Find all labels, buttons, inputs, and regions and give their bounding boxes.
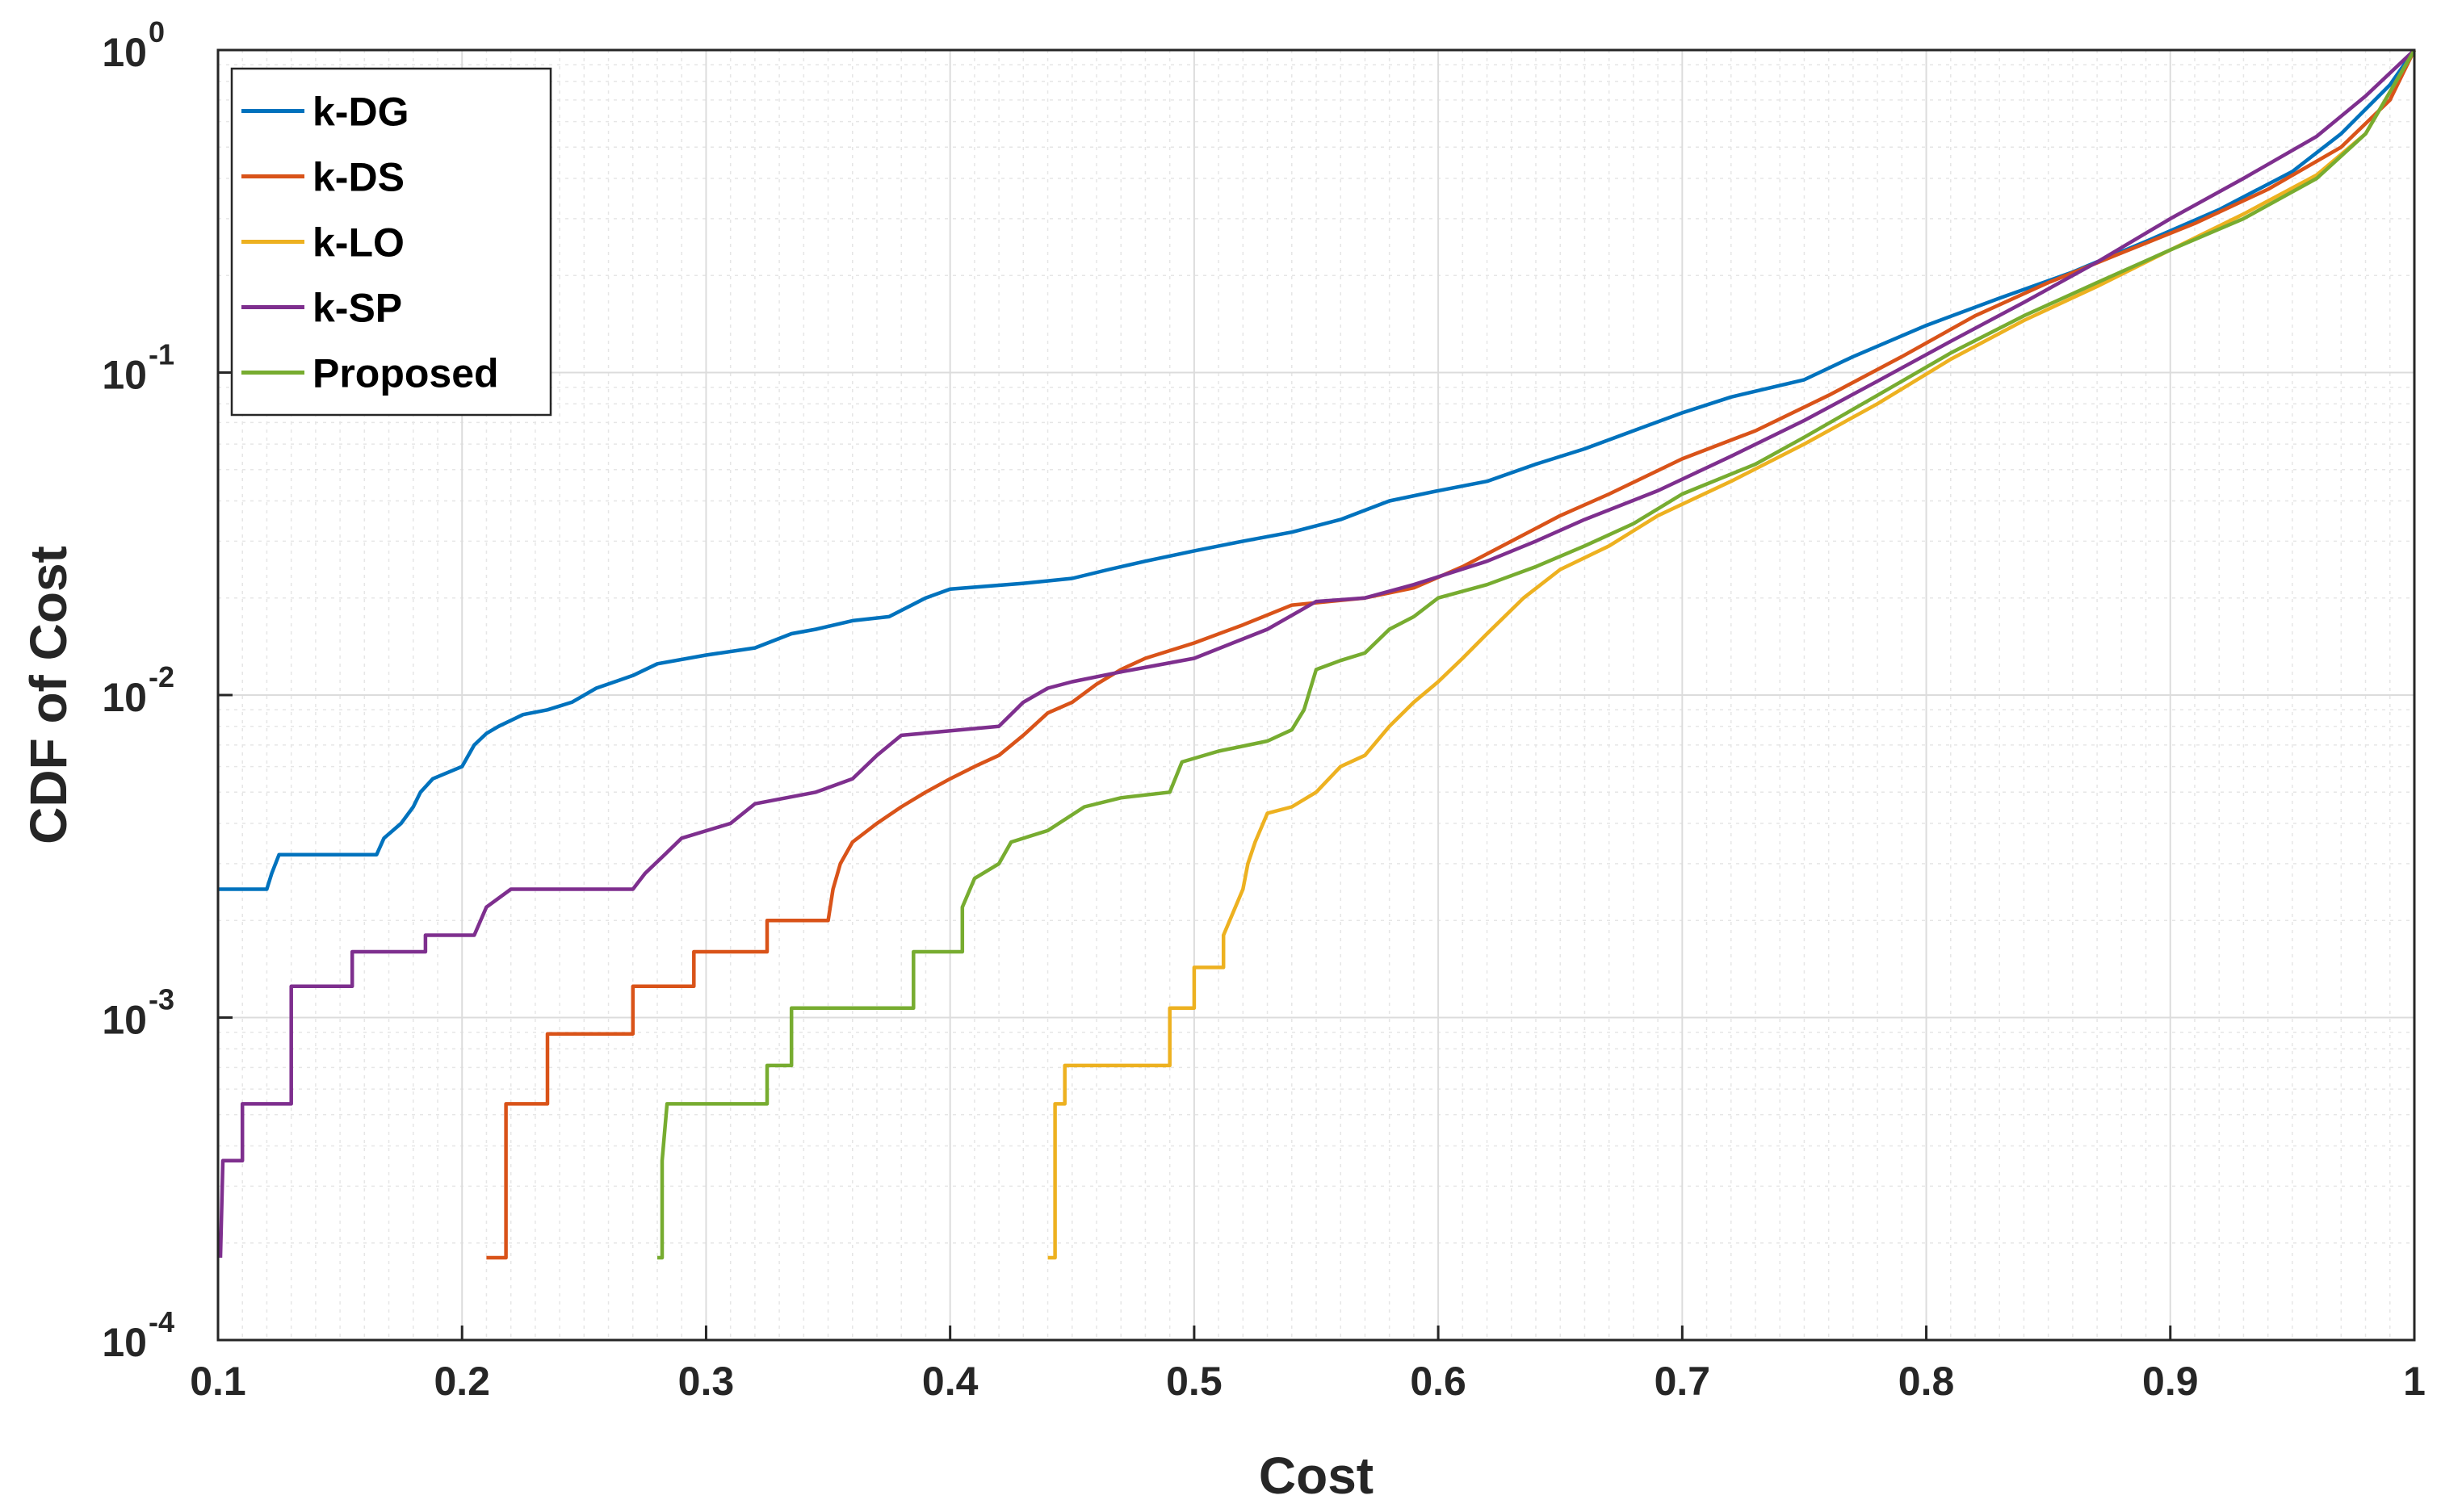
x-tick-label: 0.1 xyxy=(190,1359,246,1404)
y-axis-label: CDF of Cost xyxy=(19,546,78,844)
series-line-k-ds xyxy=(486,49,2417,1260)
y-tick-exponent: -4 xyxy=(149,1305,174,1338)
x-tick-label: 0.3 xyxy=(678,1359,735,1404)
y-tick-label: 10 xyxy=(102,675,147,720)
legend: k-DG k-DS k-LO k-SP Proposed xyxy=(230,67,552,417)
y-tick-exponent: -2 xyxy=(149,660,174,693)
x-tick-label: 0.4 xyxy=(922,1359,979,1404)
x-tick-label: 0.5 xyxy=(1166,1359,1223,1404)
legend-label: k-DS xyxy=(312,155,405,200)
series-layer xyxy=(218,48,2417,1260)
x-tick-label: 1 xyxy=(2403,1359,2426,1404)
x-tick-label: 0.6 xyxy=(1410,1359,1466,1404)
x-tick-label: 0.8 xyxy=(1898,1359,1955,1404)
y-tick-label: 10 xyxy=(102,1320,147,1365)
y-tick-label: 10 xyxy=(102,30,147,75)
x-axis-ticks: 0.1 0.2 0.3 0.4 0.5 0.6 0.7 0.8 0.9 1 xyxy=(190,1326,2426,1404)
series-line-k-lo xyxy=(1047,48,2416,1260)
x-tick-label: 0.9 xyxy=(2142,1359,2199,1404)
legend-label: k-LO xyxy=(312,220,405,266)
legend-label: k-DG xyxy=(312,90,409,135)
x-tick-label: 0.2 xyxy=(434,1359,490,1404)
series-line-k-sp xyxy=(218,48,2416,1259)
series-line-proposed xyxy=(657,48,2416,1260)
y-tick-label: 10 xyxy=(102,998,147,1043)
y-tick-exponent: -1 xyxy=(149,338,174,371)
x-axis-label: Cost xyxy=(1259,1447,1374,1505)
legend-label: k-SP xyxy=(312,286,402,331)
series-line-k-dg xyxy=(218,48,2416,891)
y-tick-exponent: 0 xyxy=(149,15,165,48)
x-tick-label: 0.7 xyxy=(1655,1359,1711,1404)
y-tick-exponent: -3 xyxy=(149,983,174,1016)
legend-label: Proposed xyxy=(312,351,499,396)
y-tick-label: 10 xyxy=(102,353,147,398)
